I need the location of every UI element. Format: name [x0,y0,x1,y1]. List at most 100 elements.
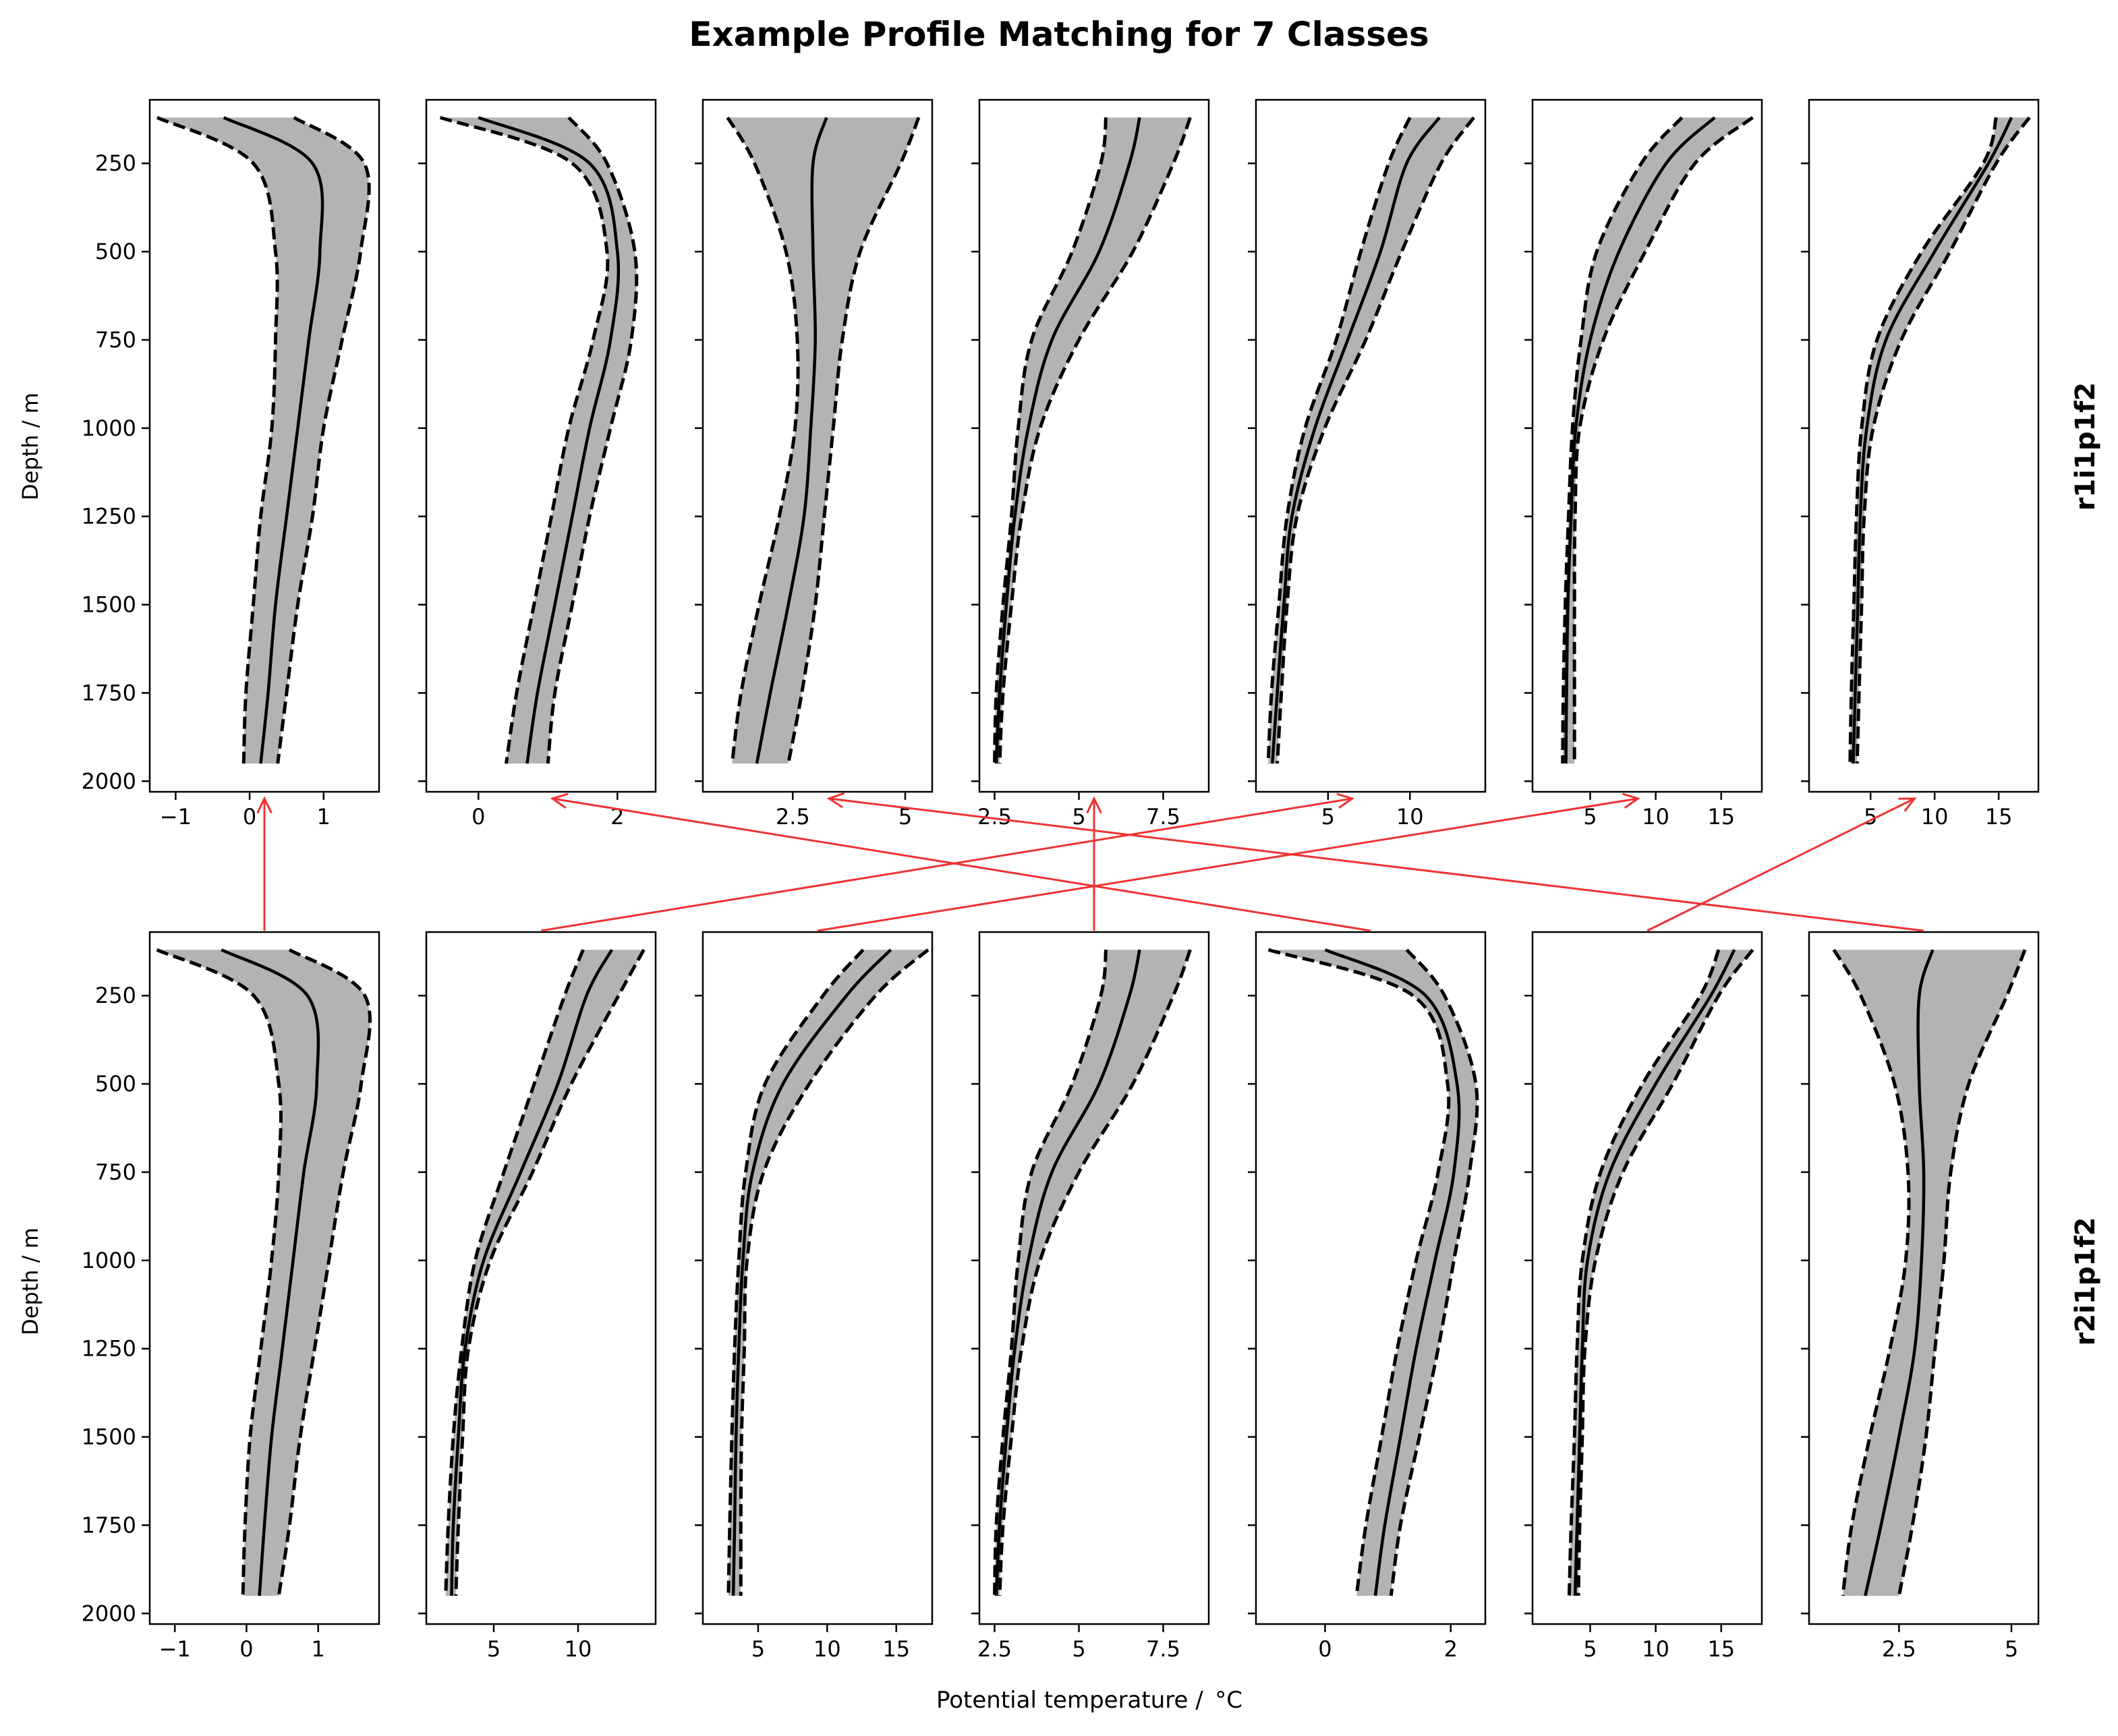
x-axis-label: Potential temperature / °C [936,1687,1242,1714]
x-tick-label: 5 [1583,1636,1597,1662]
x-tick-label: 7.5 [1146,804,1180,830]
panel-row2-class1: 250 500 750 1000 1250 1500 1750 2000 −1 0 1 [82,931,380,1662]
mean-profile-line [1564,116,1716,764]
x-tick-label: 15 [882,1636,910,1662]
x-tick-label: 2.5 [977,1636,1012,1662]
lower-bound-line [444,949,585,1596]
mean-profile-line [1324,948,1461,1596]
panel-row1-class5: 5 10 [1248,98,1487,830]
upper-bound-line [277,948,372,1596]
spread-band [994,117,1191,764]
panel-row1-class4: 2.5 5 7.5 [971,98,1210,830]
lower-bound-line [993,117,1108,764]
mean-profile-line [994,949,1141,1596]
x-tick-label: 10 [1642,804,1669,830]
x-tick-label: 10 [1921,804,1949,830]
x-tick-label: −1 [160,804,192,830]
x-tick-label: 5 [1321,804,1335,830]
lower-bound-line [1561,116,1684,764]
mean-profile-line [755,117,828,764]
x-tick-label: 15 [1985,804,2013,830]
panel-row2-class4: 2.5 5 7.5 [971,931,1210,1662]
panel-row2-class2: 5 10 [418,931,657,1662]
panel-frame [1808,931,2040,1625]
x-tick-label: 5 [1072,1636,1085,1662]
x-tick-label: 5 [898,804,912,830]
mean-profile-line [1271,116,1441,764]
upper-bound-line [1576,948,1754,1596]
matching-arrows [256,792,1924,932]
x-tick-label: 10 [813,1636,841,1662]
y-tick-label: 1750 [82,1512,136,1538]
x-tick-label: 10 [565,1636,592,1662]
y-tick-label: 250 [95,983,136,1008]
y-tick-label: 250 [95,150,136,176]
arrow-head [1336,792,1355,809]
upper-bound-line [546,116,639,764]
spread-band [1562,117,1753,764]
spread-band [1569,950,1753,1596]
lower-bound-line [1848,117,1998,764]
panel-frame [702,98,934,793]
upper-bound-line [276,116,371,764]
lower-bound-line [726,948,865,1596]
mean-profile-line [450,949,613,1596]
panel-frame [425,98,657,793]
y-tick-label: 2000 [82,768,136,794]
match-arrow-4-to-4 [1086,796,1102,931]
y-tick-label: 1250 [82,504,136,529]
panel-frame [148,931,380,1625]
spread-band [1850,117,2030,764]
y-tick-label: 1000 [82,415,136,441]
x-tick-label: 15 [1707,1636,1735,1662]
y-tick-label: 2000 [82,1600,136,1626]
y-tick-label: 1500 [82,1424,136,1450]
panel-row1-class7: 5 10 15 [1801,98,2040,830]
arrow-head [1086,796,1102,814]
upper-bound-line [1389,948,1479,1596]
y-tick-label: 750 [95,1159,136,1185]
panel-frame [702,931,934,1625]
mean-profile-line [221,948,320,1596]
spread-band [1268,117,1474,764]
x-tick-label: 5 [1583,804,1597,830]
x-tick-label: 2.5 [1882,1636,1916,1662]
mean-profile-line [223,116,324,764]
arrow-head [1898,797,1917,812]
panel-frame [1255,98,1487,793]
lower-bound-line [726,116,800,764]
arrow-head [1622,792,1640,809]
arrow-head [826,792,845,809]
x-tick-label: 5 [2005,1636,2018,1662]
upper-bound-line [454,948,646,1596]
x-tick-label: 2 [1444,1636,1458,1662]
panel-frame [978,98,1210,793]
y-axis-label-top: Depth / m [18,393,43,500]
panel-row1-class1: 250 500 750 1000 1250 1500 1750 2000 −1 0 1 [82,98,380,830]
panel-frame [978,931,1210,1625]
upper-bound-line [1276,116,1476,764]
spread-band [1833,950,2025,1596]
panel-frame [1808,98,2040,793]
x-tick-label: −1 [159,1636,191,1662]
match-arrow-6-to-7 [1647,797,1917,932]
x-tick-label: 5 [751,1636,765,1662]
x-tick-label: 0 [1318,1636,1332,1662]
row-label-r1i1p1f2: r1i1p1f2 [2070,382,2101,511]
upper-bound-line [1572,116,1754,764]
lower-bound-line [1267,948,1451,1596]
x-tick-label: 0 [243,804,256,830]
y-tick-label: 750 [95,327,136,353]
panel-row2-class6: 5 10 15 [1524,931,1763,1662]
match-arrow-2-to-5 [540,792,1355,932]
x-tick-label: 2.5 [776,804,810,830]
lower-bound-line [1567,949,1721,1596]
lower-bound-line [156,948,283,1596]
figure-title: Example Profile Matching for 7 Classes [689,15,1429,54]
x-tick-label: 1 [317,804,331,830]
x-tick-label: 1 [312,1636,325,1662]
mean-profile-line [478,116,621,764]
upper-bound-line [786,117,921,764]
